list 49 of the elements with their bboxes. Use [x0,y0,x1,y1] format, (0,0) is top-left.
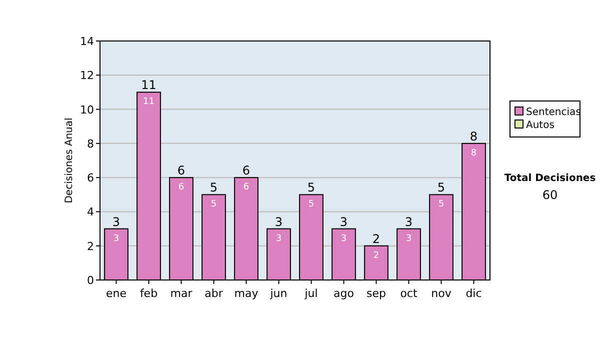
y-tick-label: 6 [87,172,94,185]
x-tick-label: may [234,287,259,300]
x-tick-label: ago [334,287,354,300]
y-tick-label: 14 [80,35,94,48]
data-label: 2 [373,250,380,261]
data-label: 5 [210,200,217,210]
text: Total Decisiones [504,173,596,184]
data-label: 5 [308,200,314,210]
total-label: 5 [437,180,446,195]
total-label: 6 [177,164,186,178]
data-label: 3 [406,234,412,244]
total-label: 5 [210,180,218,195]
total-label: 8 [470,129,478,144]
x-tick-label: ene [106,287,127,300]
data-label: 11 [143,97,154,108]
data-label: 3 [113,234,120,244]
data-label: 6 [243,182,250,193]
total-label: 3 [274,214,283,229]
x-tick-label: oct [400,287,418,300]
x-tick-label: jun [269,287,288,300]
y-tick-label: 2 [87,240,94,253]
text: 60 [542,188,558,202]
y-tick-label: 0 [87,274,94,287]
x-tick-label: mar [170,287,193,300]
data-label: 6 [178,182,184,193]
x-tick-label: abr [204,287,224,300]
x-tick-label: feb [140,287,158,300]
total-label: 3 [112,214,120,229]
total-label: 3 [404,214,413,229]
x-tick-label: dic [466,287,482,300]
legend-label: Sentencias [526,107,581,118]
x-tick-label: nov [431,287,452,300]
y-tick-label: 10 [80,103,94,116]
data-label: 5 [438,200,444,210]
total-label: 2 [372,232,380,246]
x-tick-label: jul [304,287,318,300]
y-tick-label: 8 [87,137,94,150]
y-tick-label: 4 [87,206,94,219]
data-label: 3 [340,234,347,244]
data-label: 3 [276,234,282,244]
legend-label: Autos [526,120,554,131]
total-label: 5 [307,180,316,195]
y-tick-label: 12 [80,69,94,82]
y-axis-title: Decisiones Anual [64,118,75,204]
data-label: 8 [470,148,477,158]
x-tick-label: sep [366,287,386,300]
total-label: 3 [340,214,348,229]
total-label: 11 [141,78,156,92]
total-label: 6 [242,164,250,178]
